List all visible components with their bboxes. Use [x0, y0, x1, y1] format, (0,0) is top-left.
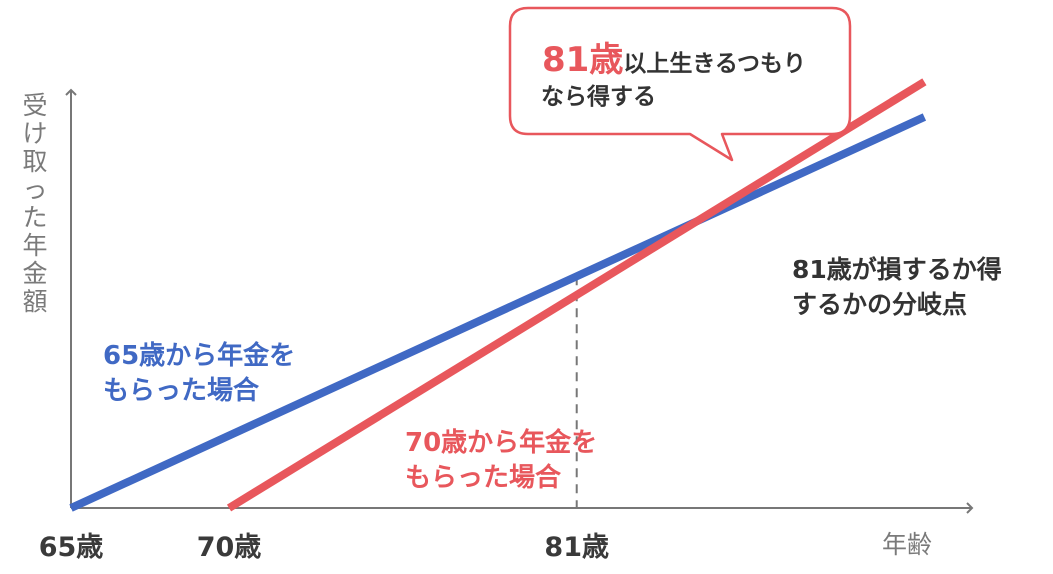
callout-highlight: 81歳: [542, 40, 623, 80]
x-axis-title: 年齢: [882, 530, 932, 559]
y-axis-title-char: 年: [22, 231, 47, 260]
y-axis-title-char: 金: [22, 259, 47, 288]
breakeven-note-line2: するかの分岐点: [792, 290, 967, 319]
series-label-70-line1: 70歳から年金を: [405, 427, 597, 458]
y-axis-title-char: 取: [22, 147, 47, 176]
callout-bubble: [508, 6, 852, 162]
callout-text-line1: 81歳以上生きるつもり: [542, 40, 806, 80]
series-label-65-line1: 65歳から年金を: [103, 340, 295, 371]
y-axis-title-char: た: [22, 203, 47, 232]
callout-text-line2: なら得する: [541, 83, 656, 110]
series-line-70: [226, 78, 927, 512]
y-axis-title-char: 受: [22, 91, 47, 120]
y-axis-title-char: け: [22, 119, 47, 148]
x-tick-label-70: 70歳: [197, 532, 262, 563]
series-label-65-line2: もらった場合: [103, 375, 260, 406]
breakeven-note-line1: 81歳が損するか得: [792, 255, 1002, 284]
y-axis-title-char: っ: [22, 175, 47, 204]
series-label-70-line2: もらった場合: [405, 462, 562, 493]
x-tick-label-81: 81歳: [544, 532, 609, 563]
callout-rest: 以上生きるつもり: [623, 51, 806, 77]
y-axis-title-char: 額: [22, 287, 47, 316]
series-line-65: [69, 113, 927, 512]
x-tick-label-65: 65歳: [39, 532, 104, 563]
